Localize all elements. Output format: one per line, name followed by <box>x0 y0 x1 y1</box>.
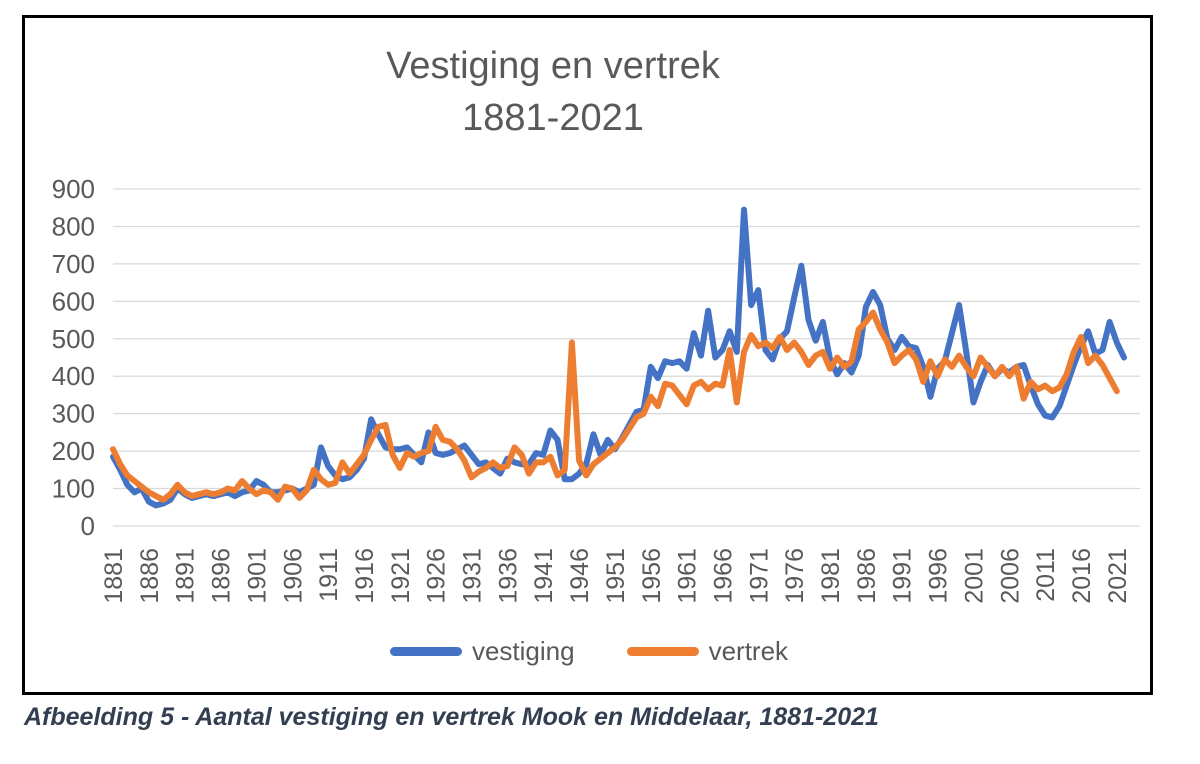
x-axis-label: 1966 <box>709 548 737 604</box>
chart-title: Vestiging en vertrek 1881-2021 <box>0 40 1106 144</box>
y-axis-label: 200 <box>52 436 95 466</box>
x-axis-label: 1906 <box>279 548 307 604</box>
figure-caption: Afbeelding 5 - Aantal vestiging en vertr… <box>24 703 879 731</box>
chart-title-line2: 1881-2021 <box>462 97 644 139</box>
x-axis-label: 2006 <box>996 548 1024 604</box>
y-axis-label: 100 <box>52 474 95 504</box>
x-axis-label: 1921 <box>387 548 415 604</box>
x-axis-label: 2011 <box>1032 548 1060 602</box>
y-axis-label: 0 <box>81 511 95 541</box>
x-axis-label: 1976 <box>781 548 809 604</box>
x-axis-label: 1986 <box>853 548 881 604</box>
y-axis-label: 500 <box>52 324 95 354</box>
x-axis-label: 1941 <box>530 548 558 604</box>
x-axis-label: 1911 <box>315 548 343 602</box>
legend-item-vertrek: vertrek <box>626 636 789 667</box>
legend-item-vestiging: vestiging <box>389 636 575 667</box>
x-axis-label: 1891 <box>172 548 200 604</box>
x-axis-label: 1971 <box>745 548 773 604</box>
x-axis-label: 1881 <box>100 548 128 604</box>
legend-label-vertrek: vertrek <box>708 636 789 666</box>
y-axis-label: 300 <box>52 399 95 429</box>
x-axis-label: 2016 <box>1068 548 1096 604</box>
series-vestiging-line <box>110 206 1127 509</box>
x-axis-label: 1991 <box>889 548 917 604</box>
y-axis-label: 600 <box>52 286 95 316</box>
x-axis-label: 1956 <box>638 548 666 604</box>
x-axis-label: 1931 <box>459 548 487 604</box>
vestiging-line-swatch <box>389 647 462 656</box>
y-axis-label: 700 <box>52 249 95 279</box>
x-axis-label: 1936 <box>494 548 522 604</box>
x-axis-label: 1896 <box>208 548 236 604</box>
x-axis-label: 1916 <box>351 548 379 604</box>
x-axis-label: 1951 <box>602 548 630 604</box>
x-axis-label: 1961 <box>674 548 702 604</box>
y-axis-label: 900 <box>52 174 95 204</box>
vertrek-line-swatch <box>626 647 699 656</box>
x-axis-label: 1886 <box>136 548 164 604</box>
x-axis-label: 1946 <box>566 548 594 604</box>
y-axis-label: 400 <box>52 361 95 391</box>
x-axis-label: 2001 <box>960 548 988 604</box>
y-axis-label: 800 <box>52 211 95 241</box>
chart-title-line1: Vestiging en vertrek <box>386 45 720 87</box>
x-axis-label: 1901 <box>243 548 271 604</box>
x-axis-label: 2021 <box>1104 548 1132 604</box>
chart-legend: vestiging vertrek <box>22 636 1156 667</box>
x-axis-label: 1926 <box>423 548 451 604</box>
legend-label-vestiging: vestiging <box>471 636 575 666</box>
x-axis-label: 1996 <box>925 548 953 604</box>
series-vertrek-line <box>110 309 1120 503</box>
x-axis-label: 1981 <box>817 548 845 604</box>
